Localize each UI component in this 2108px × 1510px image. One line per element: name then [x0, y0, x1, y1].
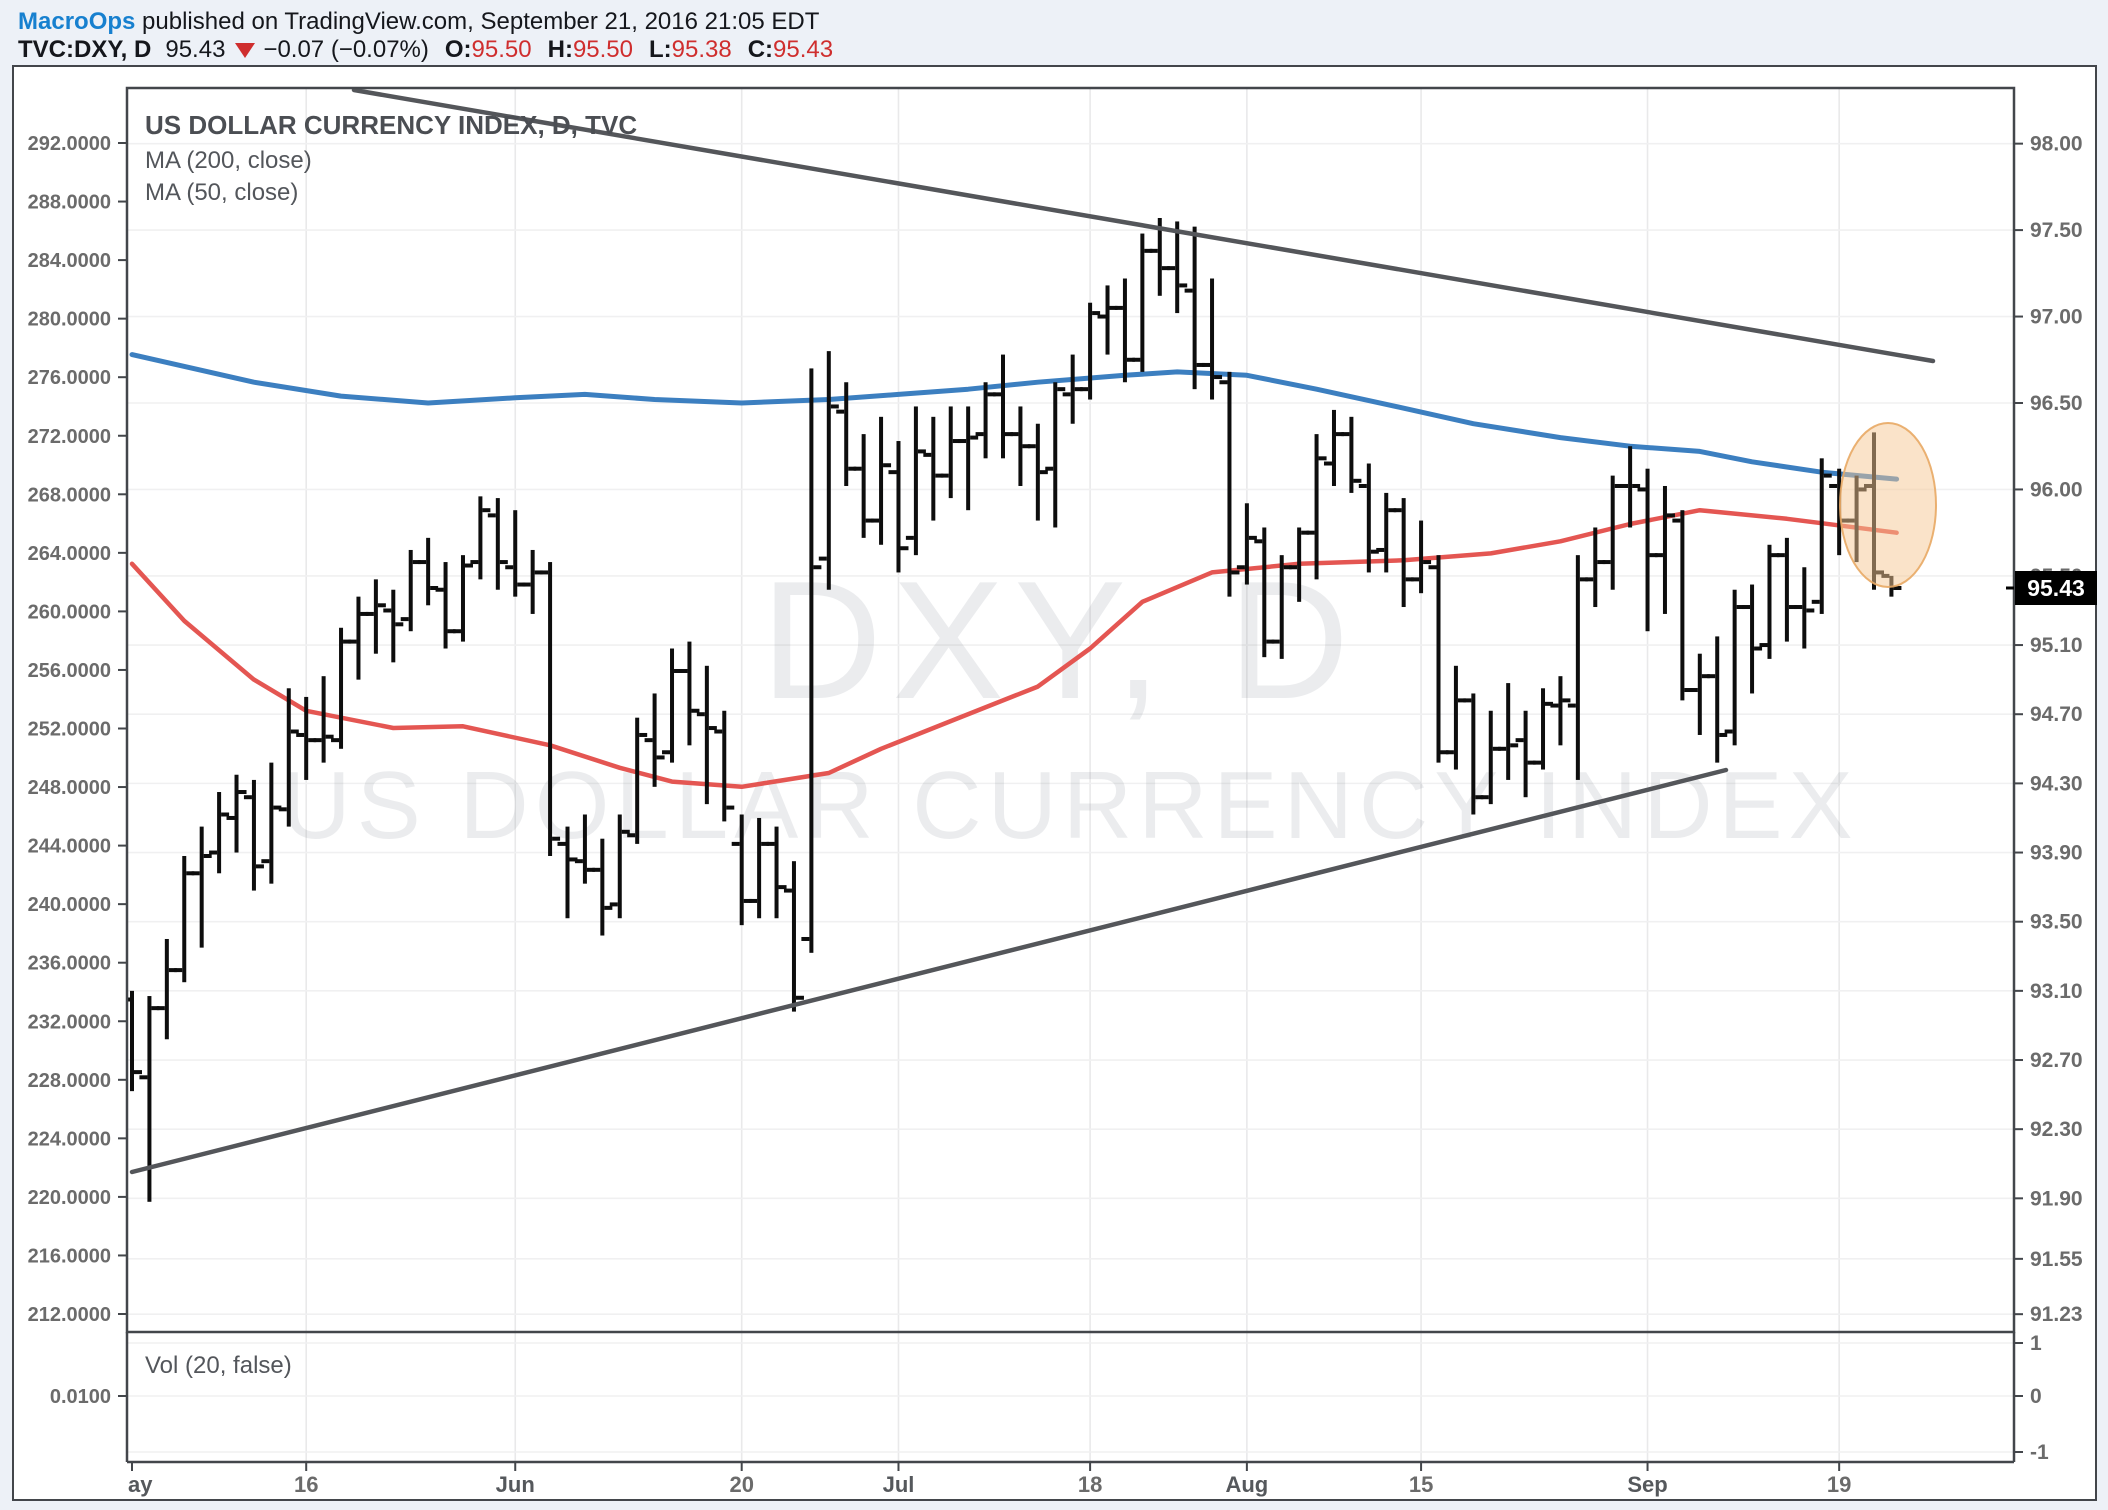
left-price-axis[interactable]: 292.0000 288.0000 284.0000 280.0000 276.0000… — [28, 133, 127, 1326]
svg-text:276.0000: 276.0000 — [28, 367, 111, 389]
attribution-line: MacroOps published on TradingView.com, S… — [18, 8, 819, 36]
svg-text:ay: ay — [128, 1472, 153, 1497]
chart-legend: US DOLLAR CURRENCY INDEX, D, TVC MA (200… — [145, 110, 637, 207]
publisher-link[interactable]: MacroOps — [18, 8, 136, 35]
svg-text:94.30: 94.30 — [2030, 772, 2083, 795]
svg-text:284.0000: 284.0000 — [28, 250, 111, 272]
high-value: 95.50 — [572, 36, 633, 63]
svg-text:212.0000: 212.0000 — [28, 1304, 111, 1326]
svg-text:DXY, D: DXY, D — [761, 546, 1359, 734]
svg-text:92.30: 92.30 — [2030, 1118, 2083, 1141]
svg-text:260.0000: 260.0000 — [28, 601, 111, 623]
ma50-line[interactable] — [129, 507, 1899, 790]
open-value: 95.50 — [471, 36, 532, 63]
svg-text:220.0000: 220.0000 — [28, 1187, 111, 1209]
legend-ma50[interactable]: MA (50, close) — [145, 179, 299, 206]
svg-text:91.90: 91.90 — [2030, 1187, 2083, 1210]
price-bars — [127, 217, 1902, 1202]
svg-text:93.50: 93.50 — [2030, 911, 2083, 934]
high-label: H: — [547, 36, 573, 63]
symbol-info-line: TVC:DXY, D 95.43 −0.07 (−0.07%) O: 95.50 H: 95… — [18, 36, 833, 64]
last-price: 95.43 — [165, 36, 226, 63]
ascending-support — [129, 767, 1729, 1175]
svg-text:272.0000: 272.0000 — [28, 426, 111, 448]
svg-text:95.43: 95.43 — [2027, 575, 2085, 601]
svg-text:96.00: 96.00 — [2030, 478, 2083, 501]
svg-text:228.0000: 228.0000 — [28, 1070, 111, 1092]
svg-text:240.0000: 240.0000 — [28, 894, 111, 916]
svg-text:96.50: 96.50 — [2030, 392, 2083, 415]
price-change: −0.07 (−0.07%) — [263, 36, 429, 63]
svg-text:16: 16 — [294, 1472, 318, 1497]
svg-text:Jul: Jul — [883, 1472, 915, 1497]
svg-text:Aug: Aug — [1225, 1472, 1268, 1497]
last-price-tag: 95.43 — [2006, 571, 2097, 605]
svg-text:US DOLLAR CURRENCY INDEX: US DOLLAR CURRENCY INDEX — [281, 752, 1858, 859]
svg-text:19: 19 — [1827, 1472, 1851, 1497]
svg-text:224.0000: 224.0000 — [28, 1128, 111, 1150]
svg-text:280.0000: 280.0000 — [28, 309, 111, 331]
svg-text:252.0000: 252.0000 — [28, 719, 111, 741]
svg-text:292.0000: 292.0000 — [28, 133, 111, 155]
published-text: published on TradingView.com, September … — [142, 8, 820, 35]
svg-text:1: 1 — [2030, 1332, 2042, 1355]
svg-text:91.55: 91.55 — [2030, 1248, 2083, 1271]
svg-text:93.10: 93.10 — [2030, 980, 2083, 1003]
svg-text:248.0000: 248.0000 — [28, 777, 111, 799]
svg-text:97.00: 97.00 — [2030, 306, 2083, 329]
volume-indicator-label[interactable]: Vol (20, false) — [145, 1352, 292, 1379]
svg-text:244.0000: 244.0000 — [28, 836, 111, 858]
low-label: L: — [649, 36, 672, 63]
pane-borders — [125, 86, 2016, 1464]
open-label: O: — [444, 36, 472, 63]
close-label: C: — [747, 36, 774, 63]
svg-text:256.0000: 256.0000 — [28, 660, 111, 682]
svg-text:92.70: 92.70 — [2030, 1049, 2083, 1072]
volume-left-tick: 0.0100 — [50, 1386, 111, 1408]
svg-text:94.70: 94.70 — [2030, 703, 2083, 726]
svg-text:216.0000: 216.0000 — [28, 1245, 111, 1267]
close-value: 95.43 — [773, 36, 834, 63]
svg-text:0: 0 — [2030, 1385, 2042, 1408]
svg-text:93.90: 93.90 — [2030, 842, 2083, 865]
symbol-label[interactable]: TVC:DXY, D — [18, 36, 152, 63]
descending-resistance — [351, 88, 1936, 364]
trendlines[interactable] — [129, 88, 1936, 1175]
legend-title[interactable]: US DOLLAR CURRENCY INDEX, D, TVC — [145, 110, 638, 140]
right-price-axis[interactable]: 98.0097.5097.0096.5096.0095.5095.1094.70… — [2014, 133, 2083, 1327]
gridlines — [127, 88, 2014, 1462]
low-value: 95.38 — [671, 36, 732, 63]
svg-text:264.0000: 264.0000 — [28, 543, 111, 565]
svg-text:268.0000: 268.0000 — [28, 484, 111, 506]
volume-axis[interactable]: 1 0 -1 — [2014, 1332, 2049, 1464]
svg-text:232.0000: 232.0000 — [28, 1011, 111, 1033]
legend-ma200[interactable]: MA (200, close) — [145, 147, 312, 174]
svg-text:95.10: 95.10 — [2030, 634, 2083, 657]
svg-text:Sep: Sep — [1627, 1472, 1667, 1497]
svg-text:91.23: 91.23 — [2030, 1303, 2083, 1326]
svg-text:18: 18 — [1078, 1472, 1102, 1497]
svg-text:236.0000: 236.0000 — [28, 953, 111, 975]
svg-text:15: 15 — [1409, 1472, 1433, 1497]
svg-text:98.00: 98.00 — [2030, 133, 2083, 156]
down-triangle-icon — [235, 42, 256, 58]
ma200-line[interactable] — [129, 352, 1900, 482]
svg-text:20: 20 — [729, 1472, 753, 1497]
svg-text:Jun: Jun — [496, 1472, 535, 1497]
svg-text:97.50: 97.50 — [2030, 219, 2083, 242]
svg-text:288.0000: 288.0000 — [28, 192, 111, 214]
x-axis[interactable]: ay 16 Jun 20 Jul 18 Aug 15 Sep 19 — [128, 1462, 1851, 1497]
svg-text:-1: -1 — [2030, 1441, 2049, 1464]
highlight-ellipse[interactable] — [1839, 422, 1937, 588]
